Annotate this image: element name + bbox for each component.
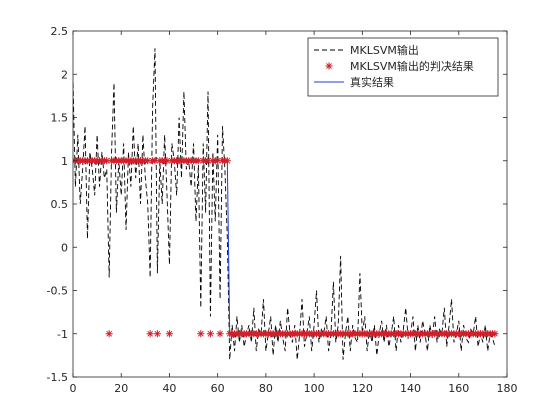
x-tick-label: 0 [70,382,77,395]
legend-label: 真实结果 [350,75,394,89]
decision-marker [144,157,152,165]
x-tick-label: 100 [304,382,325,395]
y-tick-label: -0.5 [47,285,68,298]
y-tick-label: 0 [61,241,68,254]
x-tick-label: 120 [352,382,373,395]
decision-marker [491,330,499,338]
decision-marker [151,157,159,165]
legend-box [307,37,499,97]
x-tick-label: 40 [162,382,176,395]
decision-marker [214,157,222,165]
decision-marker [216,330,224,338]
y-tick-label: -1 [57,328,68,341]
legend-label: MKLSVM输出 [350,43,419,57]
y-tick-label: 2 [61,68,68,81]
legend-swatch-decision [325,62,333,70]
x-tick-label: 80 [259,382,273,395]
x-tick-label: 20 [114,382,128,395]
decision-marker [206,330,215,338]
y-tick-label: 0.5 [51,198,69,211]
decision-marker [194,157,202,165]
decision-marker [146,330,154,338]
decision-marker [165,330,174,338]
decision-marker [105,330,113,338]
x-tick-label: 180 [497,382,518,395]
x-tick-label: 60 [211,382,225,395]
decision-marker [153,330,161,338]
y-tick-label: 1 [61,155,68,168]
x-tick-label: 160 [448,382,469,395]
decision-marker [197,330,205,338]
y-tick-label: 1.5 [51,112,69,125]
legend-label: MKLSVM输出的判决结果 [350,59,474,73]
decision-marker [223,157,231,165]
y-tick-label: 2.5 [51,25,69,38]
x-tick-label: 140 [400,382,421,395]
y-tick-label: -1.5 [47,371,68,384]
